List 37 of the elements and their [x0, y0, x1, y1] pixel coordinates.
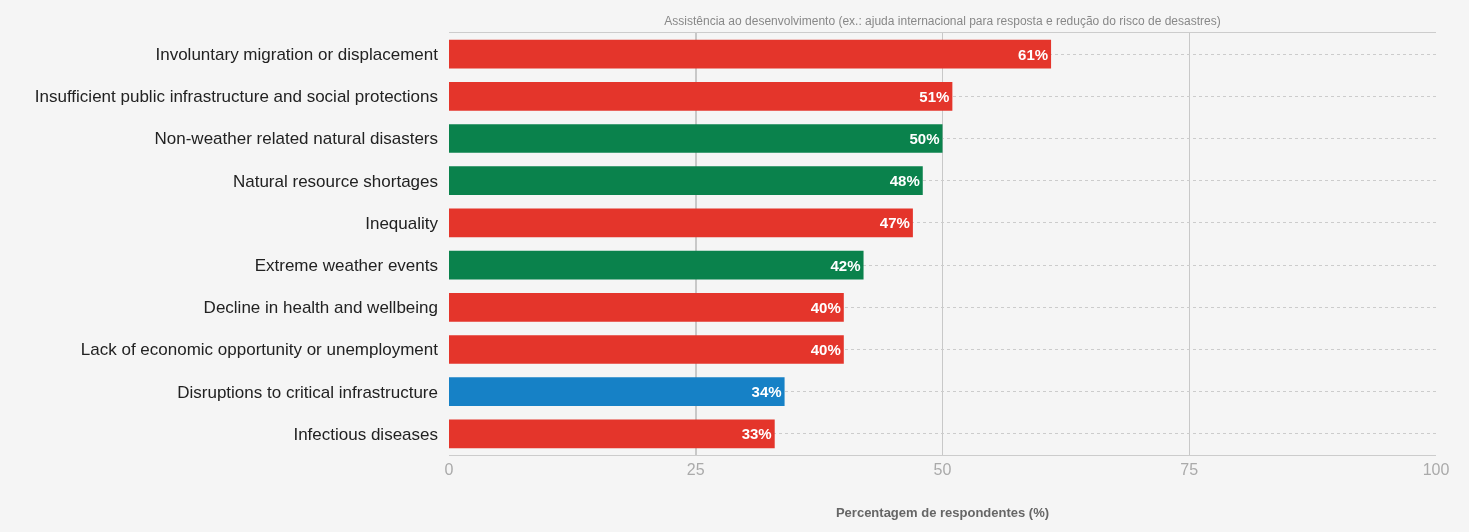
x-tick-label: 75	[1180, 461, 1199, 479]
data-label: 40%	[810, 341, 841, 358]
bar	[449, 166, 923, 196]
data-label: 47%	[879, 214, 910, 232]
bar	[449, 292, 844, 322]
data-label: 48%	[889, 172, 920, 190]
x-tick-label: 100	[1422, 461, 1450, 479]
y-tick-label: Inequality	[365, 213, 439, 233]
y-tick-label: Disruptions to critical infrastructure	[177, 382, 438, 402]
x-tick-label: 25	[686, 461, 705, 479]
x-tick-label: 50	[933, 461, 952, 479]
data-label: 51%	[919, 87, 950, 105]
bar	[449, 419, 775, 449]
data-label: 40%	[810, 298, 841, 316]
bar	[449, 208, 913, 238]
data-label: 42%	[830, 256, 861, 274]
data-label: 34%	[751, 383, 782, 401]
bar	[449, 124, 943, 153]
y-tick-label: Insufficient public infrastructure and social protections	[34, 87, 438, 107]
data-label: 33%	[741, 425, 772, 443]
x-tick-label: 0	[444, 461, 454, 479]
bar	[449, 81, 953, 111]
y-tick-label: Lack of economic opportunity or unemployment	[80, 340, 439, 360]
y-tick-label: Decline in health and wellbeing	[203, 298, 438, 318]
y-tick-label: Infectious diseases	[293, 424, 438, 444]
bar	[449, 250, 864, 280]
y-tick-label: Non-weather related natural disasters	[154, 129, 438, 149]
bar	[449, 335, 844, 364]
chart-title: Assistência ao desenvolvimento (ex.: ajuda internacional para resposta e redução do risco de desastres)	[664, 14, 1221, 28]
y-tick-label: Natural resource shortages	[232, 171, 438, 191]
y-tick-label: Extreme weather events	[254, 256, 438, 276]
data-label: 50%	[909, 130, 940, 147]
bar	[449, 39, 1052, 69]
data-label: 61%	[1018, 45, 1049, 63]
bar	[449, 377, 785, 407]
x-axis-title: Percentagem de respondentes (%)	[835, 504, 1050, 520]
y-tick-label: Involuntary migration or displacement	[155, 45, 439, 65]
